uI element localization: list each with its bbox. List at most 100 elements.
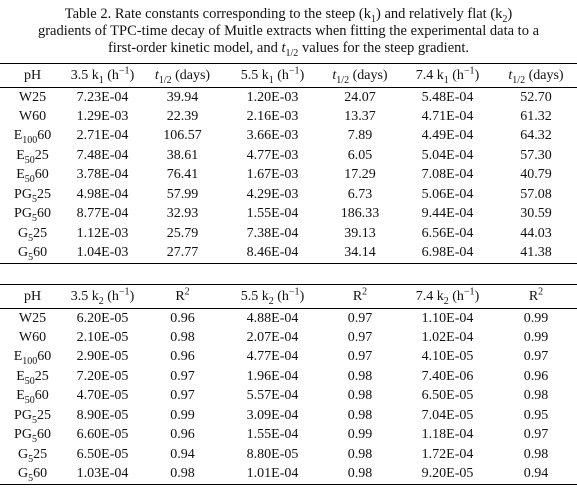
table-row: PG525 4.98E-04 57.99 4.29E-03 6.73 5.06E-04 57…	[0, 185, 577, 205]
cell: 4.77E-04	[246, 349, 299, 365]
cell-text: 1	[98, 74, 104, 86]
cell: 0.97	[170, 388, 195, 404]
cell: 0.94	[523, 466, 549, 481]
caption-text: gradients of TPC-time decay of Muitle ex…	[37, 23, 540, 39]
cell: 4.70E-05	[76, 388, 129, 404]
cell: 40.79	[520, 167, 552, 183]
cell: 0.98	[347, 446, 373, 462]
caption-italic: t	[281, 40, 286, 56]
row-label: G560	[0, 465, 65, 485]
cell: 2.90E-05	[76, 349, 129, 365]
cell: 4.98E-04	[76, 186, 129, 202]
cell-text: W60	[18, 329, 47, 345]
cell-text: PG	[14, 427, 32, 443]
cell-text: (h	[103, 288, 119, 304]
cell: 4.77E-03	[246, 147, 299, 163]
cell-text: )	[474, 67, 480, 83]
table-row: E5060 3.78E-04 76.41 1.67E-03 17.29 7.08E-04 4…	[0, 166, 577, 186]
table-row: W25 6.20E-05 0.96 4.88E-04 0.97 1.10E-04 0.99	[0, 309, 577, 329]
row-label: E5025	[0, 367, 65, 387]
cell-text: )	[129, 67, 135, 83]
cell: 1.29E-03	[76, 108, 129, 124]
cell: 7.38E-04	[246, 225, 299, 241]
cell-text: 3.5 k	[70, 288, 99, 304]
cell: 0.98	[347, 466, 373, 481]
cell: 2.10E-05	[76, 329, 129, 345]
header-cell: 5.5 k1 (h−1)	[225, 64, 320, 88]
header-cell: pH	[0, 64, 65, 88]
cell: 57.30	[520, 147, 552, 163]
table: pH 3.5 k2 (h−1) R2 5.5 k2 (h−1) R2 7.4 k2 (h−…	[0, 284, 577, 485]
cell-text: G	[17, 245, 29, 260]
cell-text: 5	[31, 434, 37, 446]
cell-text: (days)	[171, 67, 211, 83]
cell-text: (days)	[349, 67, 388, 83]
cell: 0.97	[523, 427, 549, 443]
cell: 6.73	[347, 186, 373, 202]
cell: 0.98	[523, 388, 549, 404]
cell-text: 50	[24, 375, 35, 387]
row-label: PG560	[0, 426, 65, 446]
cell-text: 3.5 k	[70, 67, 99, 83]
cell-text: E	[16, 167, 25, 183]
cell: 4.29E-03	[246, 186, 299, 202]
cell: 22.39	[166, 108, 199, 124]
row-label: E10060	[0, 348, 65, 368]
cell: 4.71E-04	[421, 108, 474, 124]
caption-text: values for the steep gradient.	[298, 40, 470, 56]
cell: 1.01E-04	[246, 466, 299, 481]
table-row: E5025 7.20E-05 0.97 1.96E-04 0.98 7.40E-06 0.9…	[0, 367, 577, 387]
cell: 1.04E-03	[76, 245, 129, 260]
cell-text: 60	[33, 466, 48, 481]
cell: 0.99	[170, 407, 195, 423]
cell: 6.98E-04	[421, 245, 474, 260]
table-row: W60 1.29E-03 22.39 2.16E-03 13.37 4.71E-04 61.…	[0, 107, 577, 127]
cell: 64.32	[520, 128, 552, 144]
cell-text: 2	[98, 295, 104, 307]
cell: 0.99	[523, 310, 549, 326]
row-label: W25	[0, 309, 65, 329]
header-cell: R2	[495, 285, 577, 309]
cell-text: 60	[36, 206, 51, 222]
table-row: PG560 6.60E-05 0.96 1.55E-04 0.99 1.18E-04 0.9…	[0, 426, 577, 446]
cell-text: E	[16, 147, 25, 163]
cell: 76.41	[166, 167, 199, 183]
cell: 0.98	[347, 368, 373, 384]
cell-text: −1	[288, 64, 300, 76]
caption-text: Table 2. Rate constants corresponding to…	[64, 6, 371, 22]
row-label: E5060	[0, 166, 65, 186]
cell-text: 25	[34, 368, 49, 384]
cell-text: E	[16, 368, 25, 384]
cell: 1.72E-04	[421, 446, 474, 462]
cell-text: G	[17, 446, 29, 462]
header-cell: 3.5 k2 (h−1)	[65, 285, 140, 309]
cell: 0.94	[170, 446, 195, 462]
header-row: pH 3.5 k2 (h−1) R2 5.5 k2 (h−1) R2 7.4 k2 (h−…	[0, 285, 577, 309]
cell-text: PG	[14, 206, 32, 222]
cell-text: 25	[33, 446, 48, 462]
cell-text: −1	[463, 64, 475, 76]
caption-text: )	[507, 6, 513, 22]
header-cell: 5.5 k2 (h−1)	[225, 285, 320, 309]
cell-text: (h	[448, 288, 464, 304]
cell: 2.16E-03	[246, 108, 299, 124]
cell: 1.02E-04	[421, 329, 474, 345]
cell-text: 100	[22, 356, 38, 368]
cell: 6.56E-04	[421, 225, 474, 241]
cell-text: 1/2	[512, 74, 526, 86]
cell-text: 7.4 k	[415, 67, 444, 83]
cell: 8.77E-04	[76, 206, 129, 222]
cell-text: (days)	[525, 67, 564, 83]
table-row: W60 2.10E-05 0.98 2.07E-04 0.97 1.02E-04 0.99	[0, 328, 577, 348]
cell: 6.20E-05	[76, 310, 129, 326]
cell: 6.50E-05	[421, 388, 474, 404]
cell: 4.10E-05	[421, 349, 474, 365]
cell-text: 50	[24, 174, 35, 186]
cell-text: 25	[36, 407, 51, 423]
header-cell: R2	[140, 285, 225, 309]
header-cell: 3.5 k1 (h−1)	[65, 64, 140, 88]
cell-text: W25	[18, 310, 47, 326]
cell-text: )	[299, 67, 305, 83]
cell-text: R	[352, 288, 363, 304]
cell: 7.04E-05	[421, 407, 474, 423]
